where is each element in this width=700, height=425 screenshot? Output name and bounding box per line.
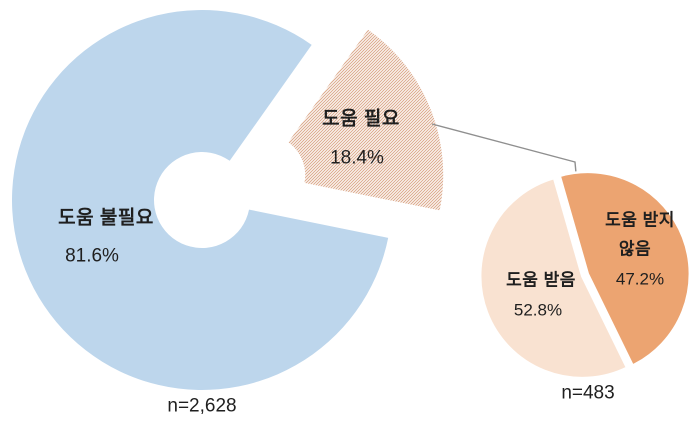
- slice-도움 필요: [288, 29, 444, 211]
- sub-left-slice-label: 도움 받음: [506, 270, 576, 290]
- sub-right-slice-label-line1: 도움 받지: [605, 210, 675, 230]
- sub-right-slice-value: 47.2%: [615, 269, 665, 289]
- main-donut-chart: [12, 10, 444, 391]
- sub-sample-size: n=483: [561, 382, 615, 404]
- exploded-slice-value: 18.4%: [330, 147, 384, 169]
- slice-도움 불필요: [12, 10, 389, 391]
- main-slice-label: 도움 불필요: [58, 207, 154, 229]
- main-slice-value: 81.6%: [65, 245, 119, 267]
- connector-line: [431, 123, 577, 174]
- slice-도움 받지 않음: [558, 170, 692, 367]
- main-sample-size: n=2,628: [167, 395, 237, 417]
- detail-pie-chart: [478, 170, 692, 380]
- slice-도움 받음: [478, 176, 629, 380]
- sub-right-slice-label-line2: 않음: [618, 239, 652, 259]
- sub-left-slice-value: 52.8%: [513, 300, 563, 320]
- exploded-slice-label: 도움 필요: [322, 108, 400, 130]
